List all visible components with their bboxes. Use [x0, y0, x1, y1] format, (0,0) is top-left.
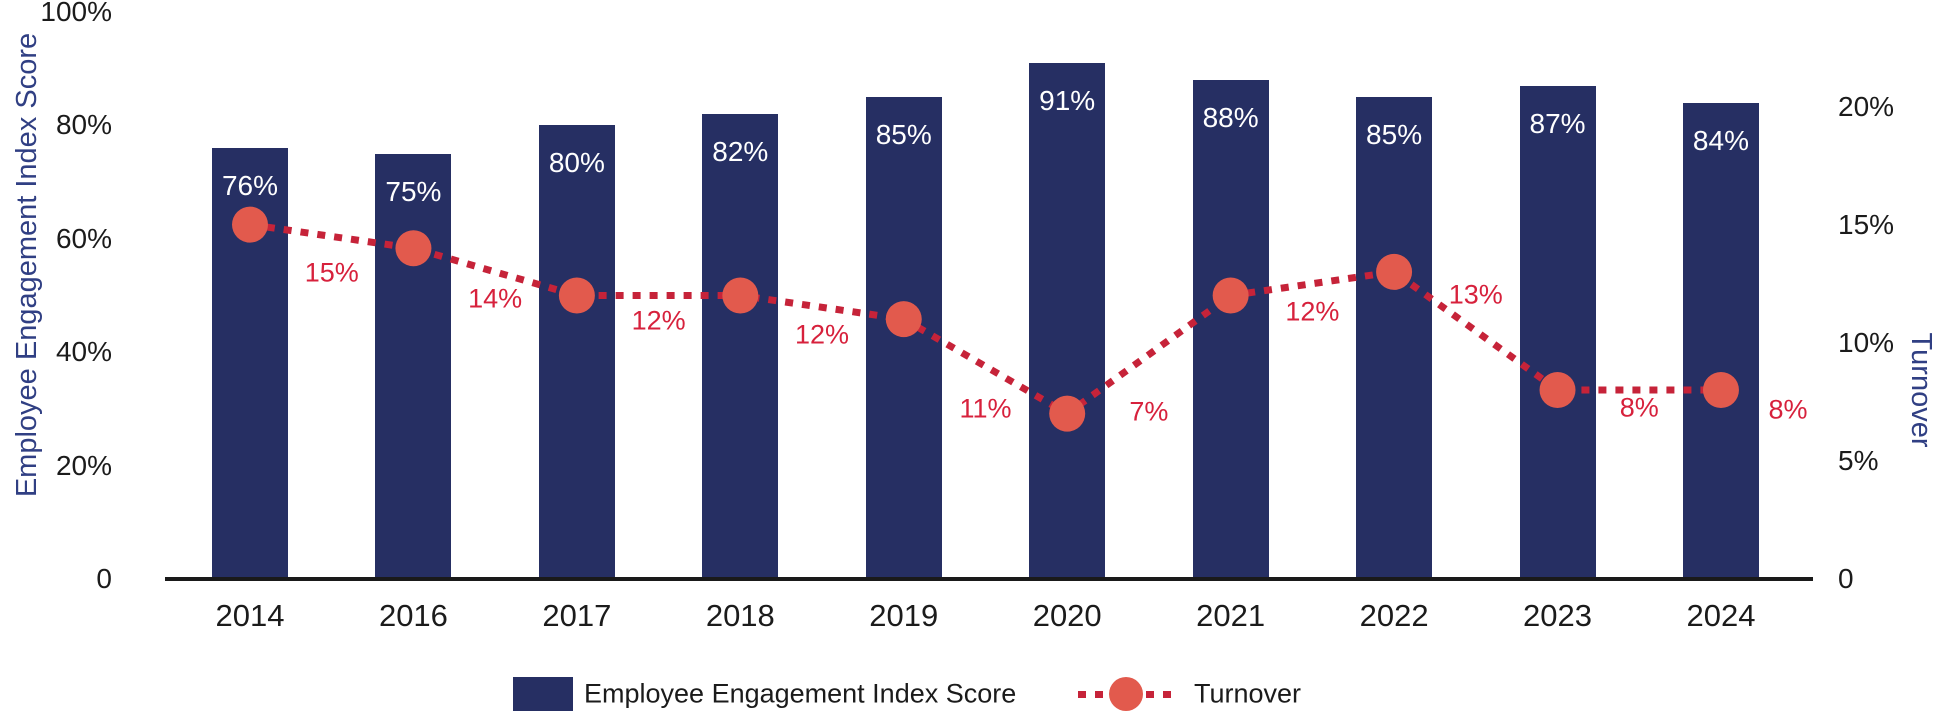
turnover-dotted-line [249, 221, 1721, 418]
turnover-data-label-2023: 8% [1619, 392, 1659, 423]
bar-2014 [212, 148, 288, 579]
dotted-line-icon [1078, 691, 1174, 698]
x-axis-label-2017: 2017 [542, 598, 612, 633]
bar-value-label-2017: 80% [548, 147, 605, 179]
legend-line-marker [1078, 677, 1174, 711]
bar-2016 [375, 153, 452, 579]
turnover-data-label-2022: 13% [1448, 279, 1503, 310]
x-axis-label-2024: 2024 [1686, 598, 1756, 633]
right-axis-tick-20%: 20% [1838, 90, 1895, 122]
left-axis-tick-60%: 60% [55, 222, 112, 254]
left-axis-tick-20%: 20% [55, 449, 112, 481]
bar-value-label-2021: 88% [1202, 102, 1259, 134]
left-axis-tick-100%: 100% [40, 0, 112, 27]
turnover-data-label-2021: 12% [1285, 296, 1340, 327]
turnover-data-label-2018: 12% [795, 319, 850, 350]
x-axis-label-2018: 2018 [705, 598, 775, 633]
x-axis-label-2019: 2019 [869, 598, 939, 633]
x-axis-label-2023: 2023 [1523, 598, 1592, 633]
left-axis-tick-80%: 80% [55, 109, 112, 141]
x-axis-label-2022: 2022 [1359, 598, 1429, 633]
bar-value-label-2022: 85% [1366, 119, 1423, 151]
bar-2024 [1682, 102, 1759, 579]
right-axis-tick-5%: 5% [1838, 444, 1879, 476]
right-axis-title: Turnover [1905, 332, 1937, 448]
bar-2020 [1029, 63, 1106, 579]
legend-bar-swatch [513, 677, 573, 711]
bar-value-label-2018: 82% [712, 136, 769, 168]
line-marker-dot-icon [1109, 677, 1143, 711]
turnover-data-label-2019: 11% [959, 393, 1012, 424]
bar-2018 [702, 114, 779, 579]
x-axis-label-2014: 2014 [215, 598, 285, 633]
x-axis-label-2021: 2021 [1196, 598, 1266, 633]
right-axis-tick-0: 0 [1838, 563, 1854, 594]
turnover-data-label-2016: 14% [468, 283, 523, 314]
bar-value-label-2019: 85% [875, 119, 932, 151]
bar-value-label-2020: 91% [1039, 85, 1096, 117]
left-axis-tick-40%: 40% [55, 336, 112, 368]
bar-value-label-2014: 76% [221, 170, 279, 202]
left-axis-tick-0: 0 [96, 563, 112, 594]
x-axis-label-2016: 2016 [378, 598, 448, 633]
turnover-data-label-2014: 15% [304, 257, 359, 288]
turnover-data-label-2024: 8% [1768, 394, 1808, 425]
turnover-data-label-2020: 7% [1129, 396, 1169, 427]
right-axis-tick-10%: 10% [1838, 326, 1895, 358]
right-axis-tick-15%: 15% [1838, 208, 1895, 240]
bar-value-label-2023: 87% [1529, 107, 1586, 139]
bar-2019 [865, 97, 942, 579]
turnover-data-label-2017: 12% [631, 305, 686, 335]
bar-2023 [1519, 85, 1596, 579]
bar-2021 [1192, 80, 1269, 579]
legend-line-label: Turnover [1194, 678, 1302, 709]
x-axis-label-2020: 2020 [1032, 598, 1102, 633]
legend-bar-label: Employee Engagement Index Score [584, 678, 1017, 709]
bar-value-label-2016: 75% [385, 175, 442, 207]
x-axis-line [165, 577, 1813, 581]
bar-2022 [1356, 97, 1433, 579]
bar-2017 [538, 125, 615, 579]
bar-value-label-2024: 84% [1692, 124, 1749, 156]
